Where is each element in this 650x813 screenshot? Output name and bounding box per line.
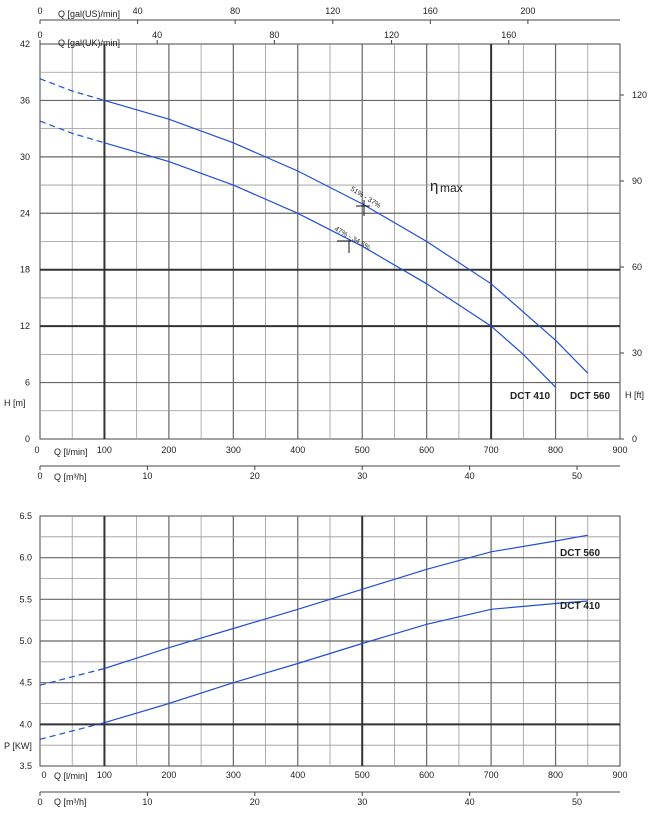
- power-x-tick-label: 300: [226, 770, 241, 780]
- power-x-tick-label: 400: [290, 770, 305, 780]
- top-uk-axis-label: Q [gal(UK)/min]: [58, 38, 120, 48]
- x-tick-label: 800: [548, 445, 563, 455]
- y2-tick-label: 60: [632, 262, 642, 272]
- uk-tick-label: 40: [152, 30, 162, 40]
- head-curve-dct-560: [104, 99, 589, 374]
- eta-marker-560: [356, 200, 370, 216]
- x-tick-label: 700: [484, 445, 499, 455]
- us-tick-label: 40: [133, 6, 143, 16]
- us-tick-label: 200: [520, 6, 535, 16]
- power-y-tick-label: 5.0: [19, 636, 32, 646]
- power-x-tick-label: 500: [355, 770, 370, 780]
- x-tick-label: 300: [226, 445, 241, 455]
- x-tick-label: 900: [612, 445, 627, 455]
- y-tick-label: 18: [20, 265, 30, 275]
- uk-tick-label: 120: [384, 30, 399, 40]
- power-m3h-tick-label: 20: [250, 797, 260, 807]
- power-chart-grid: [39, 515, 621, 796]
- y2-tick-label: 90: [632, 176, 642, 186]
- x-tick-label: 100: [97, 445, 112, 455]
- us-tick-label: 0: [37, 6, 42, 16]
- y-tick-label: 24: [20, 208, 30, 218]
- series-label-dct-560: DCT 560: [570, 391, 610, 402]
- power-y-tick-label: 4.5: [19, 678, 32, 688]
- efficiency-band-410: 47% - 34.5%: [333, 226, 371, 252]
- power-y-tick-label: 6.5: [19, 511, 32, 521]
- head-curve-dct-560-extrapolated: [39, 78, 105, 101]
- power-x-tick-label: 800: [548, 770, 563, 780]
- uk-tick-label: 160: [501, 30, 516, 40]
- power-bottom-lmin-label: Q [l/min]: [54, 771, 88, 781]
- x-tick-label: 200: [161, 445, 176, 455]
- m3h-tick-label: 40: [465, 471, 475, 481]
- power-series-label-dct-560: DCT 560: [560, 548, 600, 559]
- power-m3h-tick-label: 0: [37, 797, 42, 807]
- power-m3h-tick-label: 10: [142, 797, 152, 807]
- x-tick-label: 500: [355, 445, 370, 455]
- x-tick-label: 400: [290, 445, 305, 455]
- power-curve-dct-410: [104, 600, 588, 724]
- power-chart-curves: [39, 534, 588, 740]
- power-curve-dct-560-extrapolated: [39, 667, 105, 686]
- us-tick-label: 120: [325, 6, 340, 16]
- power-m3h-tick-label: 40: [465, 797, 475, 807]
- uk-tick-label: 0: [37, 30, 42, 40]
- power-m3h-tick-label: 30: [357, 797, 367, 807]
- us-tick-label: 160: [423, 6, 438, 16]
- power-axis-label: P [KW]: [4, 741, 32, 751]
- y2-tick-label: 120: [632, 90, 647, 100]
- power-m3h-tick-label: 50: [572, 797, 582, 807]
- eta-symbol: η: [430, 178, 438, 195]
- us-tick-label: 80: [230, 6, 240, 16]
- power-x-tick-label: 200: [161, 770, 176, 780]
- series-label-dct-410: DCT 410: [510, 391, 550, 402]
- head-chart-curves: [39, 78, 589, 388]
- eta-subscript: max: [440, 181, 463, 195]
- power-curve-dct-410-extrapolated: [39, 722, 105, 740]
- right-axis-label: H [ft]: [625, 390, 644, 400]
- x-tick-label: 0: [34, 445, 39, 455]
- power-y-tick-label: 5.5: [19, 594, 32, 604]
- y-tick-label: 12: [20, 321, 30, 331]
- m3h-tick-label: 30: [357, 471, 367, 481]
- y-tick-label: 36: [20, 95, 30, 105]
- y-tick-label: 6: [25, 378, 30, 388]
- x-tick-label: 600: [419, 445, 434, 455]
- power-y-tick-label: 4.0: [19, 719, 32, 729]
- power-x-tick-label: 700: [484, 770, 499, 780]
- power-x-tick-label: 600: [419, 770, 434, 780]
- power-y-tick-label: 3.5: [19, 761, 32, 771]
- y-tick-label: 30: [20, 152, 30, 162]
- head-curve-dct-410: [104, 142, 557, 388]
- power-x-tick-label: 0: [41, 770, 46, 780]
- top-us-axis-label: Q [gal(US)/min]: [58, 9, 120, 19]
- power-chart-labels: P [KW] Q [l/min] Q [m³/h] DCT 560 DCT 41…: [4, 511, 628, 807]
- bottom-lmin-label: Q [l/min]: [54, 447, 88, 457]
- m3h-tick-label: 10: [142, 471, 152, 481]
- power-curve-dct-560: [104, 534, 588, 670]
- power-series-label-dct-410: DCT 410: [560, 601, 600, 612]
- y2-tick-label: 30: [632, 348, 642, 358]
- left-axis-label: H [m]: [4, 398, 26, 408]
- y-tick-label: 42: [20, 39, 30, 49]
- m3h-tick-label: 20: [250, 471, 260, 481]
- m3h-tick-label: 0: [37, 471, 42, 481]
- uk-tick-label: 80: [269, 30, 279, 40]
- head-chart-grid: [39, 19, 624, 470]
- power-bottom-m3h-label: Q [m³/h]: [54, 797, 87, 807]
- head-curve-dct-410-extrapolated: [39, 120, 105, 144]
- bottom-m3h-label: Q [m³/h]: [54, 472, 87, 482]
- power-x-tick-label: 100: [97, 770, 112, 780]
- power-y-tick-label: 6.0: [19, 553, 32, 563]
- eta-marker-410: [337, 240, 351, 253]
- power-x-tick-label: 900: [612, 770, 627, 780]
- y2-tick-label: 0: [632, 434, 637, 444]
- y-tick-label: 0: [25, 434, 30, 444]
- m3h-tick-label: 50: [572, 471, 582, 481]
